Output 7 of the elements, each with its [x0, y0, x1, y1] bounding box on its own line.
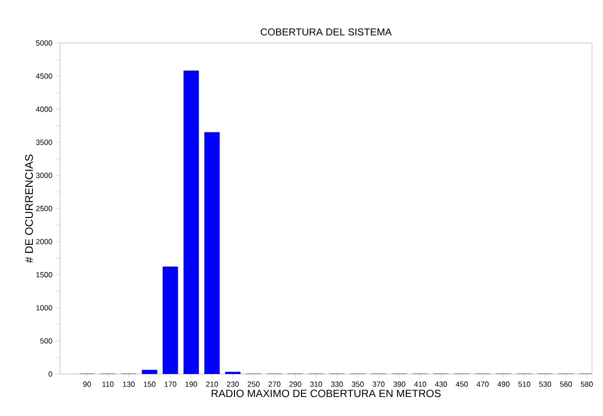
- y-axis-title: # DE OCURRENCIAS: [25, 154, 33, 263]
- bar: [142, 370, 158, 374]
- bar: [162, 266, 178, 374]
- bar: [204, 132, 220, 374]
- x-axis-title: RADIO MAXIMO DE COBERTURA EN METROS: [212, 390, 441, 398]
- bar: [183, 70, 199, 374]
- chart-title: COBERTURA DEL SISTEMA: [260, 28, 392, 36]
